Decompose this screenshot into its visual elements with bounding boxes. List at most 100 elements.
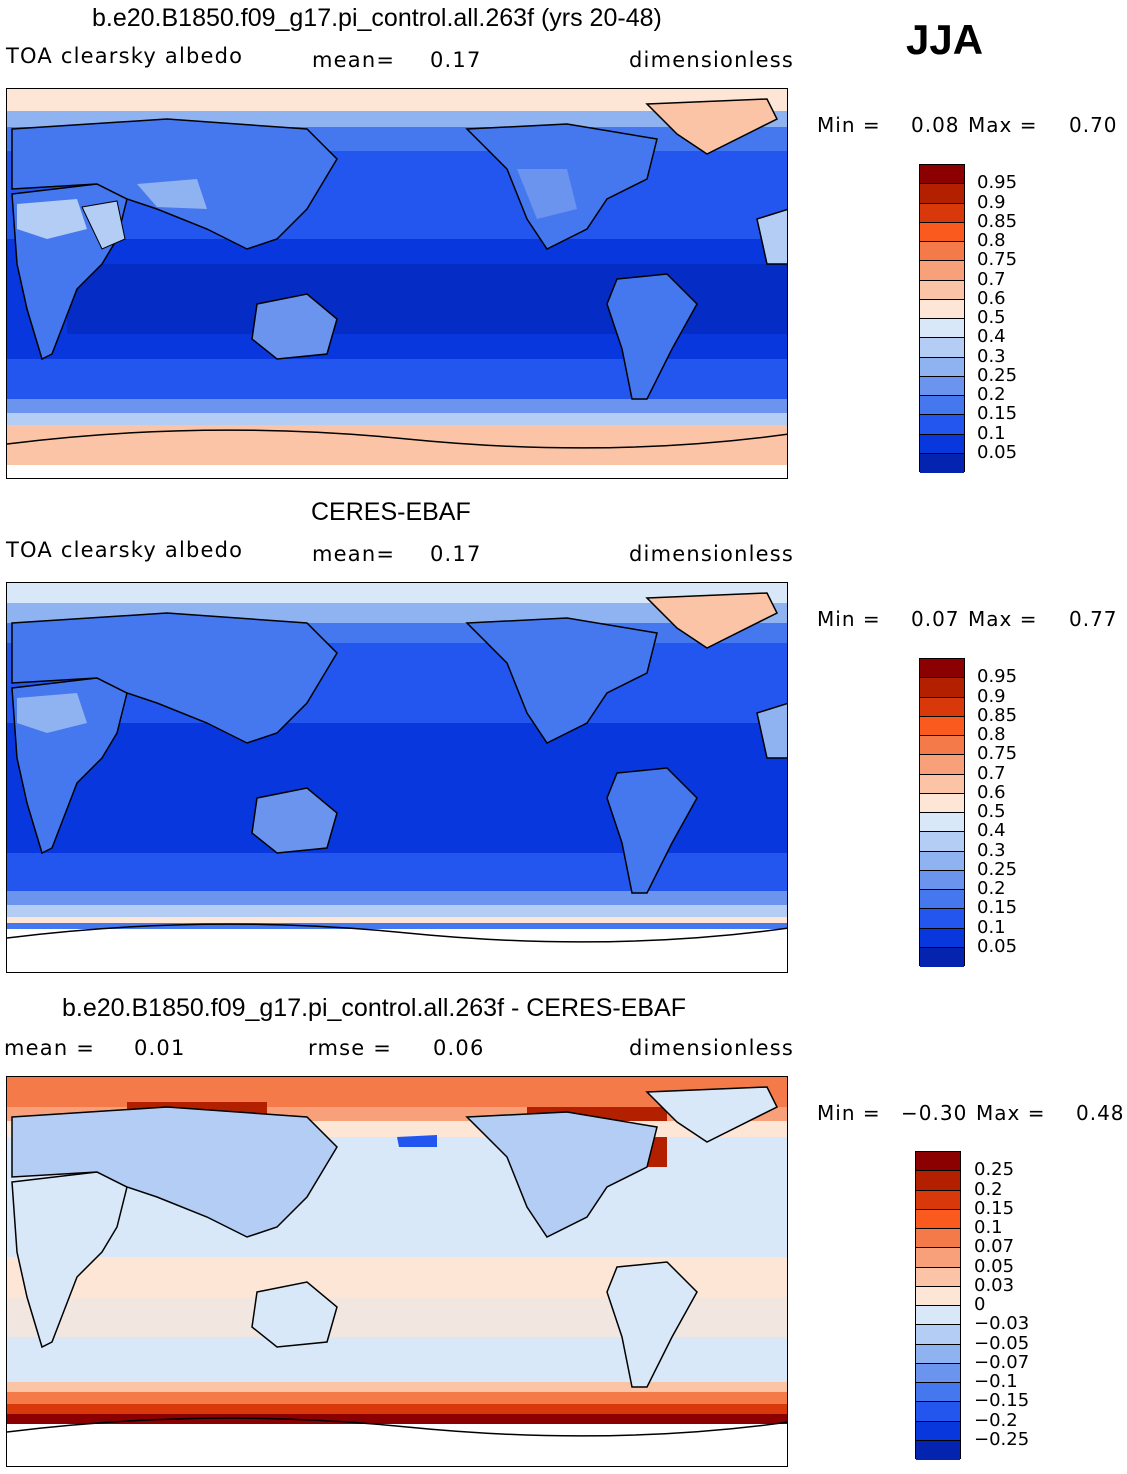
colorbar-swatch: [916, 1421, 960, 1441]
colorbar-tick-label: 0: [974, 1294, 986, 1315]
panel2-min-value: 0.07: [911, 607, 960, 631]
colorbar-tick-label: 0.15: [977, 897, 1018, 919]
colorbar-tick-label: −0.2: [974, 1409, 1018, 1431]
colorbar-tick-label: 0.15: [974, 1197, 1015, 1219]
panel3-units: dimensionless: [629, 1036, 795, 1060]
panel3-min-value: −0.30: [901, 1101, 968, 1125]
colorbar-tick-label: −0.05: [974, 1332, 1030, 1354]
colorbar-tick-label: 0.1: [974, 1217, 1003, 1238]
colorbar-swatch: [920, 376, 964, 396]
colorbar-swatch: [920, 851, 964, 871]
colorbar-tick-label: −0.07: [974, 1351, 1030, 1373]
colorbar-tick-label: 0.3: [977, 345, 1006, 367]
colorbar-swatch: [916, 1209, 960, 1229]
panel3-max-label: Max =: [976, 1101, 1046, 1125]
panel2-min-label: Min =: [817, 607, 881, 631]
colorbar-tick-label: 0.7: [977, 268, 1006, 290]
colorbar-tick-label: 0.9: [977, 191, 1006, 213]
panel2-units: dimensionless: [629, 542, 795, 566]
colorbar-swatch: [920, 396, 964, 416]
colorbar-swatch: [916, 1325, 960, 1345]
colorbar-tick-label: 0.03: [974, 1274, 1015, 1296]
colorbar-swatch: [916, 1267, 960, 1287]
panel2-max-value: 0.77: [1069, 607, 1118, 631]
panel1-max-label: Max =: [968, 113, 1038, 137]
colorbar-tick-label: 0.25: [974, 1159, 1015, 1181]
panel2-mean-value: 0.17: [430, 542, 482, 566]
colorbar-tick-label: 0.5: [977, 307, 1006, 328]
colorbar-swatch: [920, 832, 964, 852]
panel3-max-value: 0.48: [1076, 1101, 1125, 1125]
colorbar-tick-label: 0.85: [977, 704, 1018, 726]
panel1-units: dimensionless: [629, 48, 795, 72]
colorbar-swatch: [916, 1306, 960, 1326]
colorbar-swatch: [920, 890, 964, 910]
colorbar-tick-label: 0.6: [977, 287, 1006, 309]
colorbar-swatch: [916, 1152, 960, 1172]
colorbar-tick-label: 0.2: [977, 384, 1006, 405]
panel2-title: CERES-EBAF: [311, 498, 471, 526]
panel1-min-label: Min =: [817, 113, 881, 137]
colorbar-tick-label: 0.4: [977, 326, 1006, 348]
panel3-title: b.e20.B1850.f09_g17.pi_control.all.263f …: [62, 994, 686, 1022]
panel2-max-label: Max =: [968, 607, 1038, 631]
panel2-variable: TOA clearsky albedo: [6, 538, 244, 562]
colorbar-tick-label: 0.7: [977, 762, 1006, 784]
colorbar-swatch: [920, 793, 964, 813]
panel2-map: [6, 582, 788, 973]
panel1-mean-label: mean=: [312, 48, 396, 72]
colorbar-tick-label: 0.3: [977, 839, 1006, 861]
colorbar-swatch: [920, 659, 964, 679]
colorbar-swatch: [920, 319, 964, 339]
colorbar-swatch: [916, 1363, 960, 1383]
colorbar-swatch: [920, 415, 964, 435]
colorbar-tick-label: −0.03: [974, 1313, 1030, 1335]
colorbar-tick-label: 0.95: [977, 666, 1018, 688]
colorbar-swatch: [920, 280, 964, 300]
colorbar-swatch: [916, 1248, 960, 1268]
colorbar-swatch: [916, 1229, 960, 1249]
colorbar-swatch: [920, 222, 964, 242]
colorbar-tick-label: 0.05: [977, 441, 1018, 463]
colorbar-swatch: [920, 755, 964, 775]
colorbar-tick-label: 0.05: [977, 935, 1018, 957]
colorbar-tick-label: 0.95: [977, 172, 1018, 194]
panel1-mean-value: 0.17: [430, 48, 482, 72]
colorbar-swatch: [920, 338, 964, 358]
panel3-mean-label: mean =: [4, 1036, 96, 1060]
colorbar-swatch: [920, 434, 964, 454]
colorbar-swatch: [920, 736, 964, 756]
colorbar-tick-label: 0.9: [977, 685, 1006, 707]
colorbar-swatch: [920, 203, 964, 223]
colorbar-swatch: [920, 716, 964, 736]
panel1-variable: TOA clearsky albedo: [6, 44, 244, 68]
colorbar-swatch: [920, 453, 964, 473]
colorbar-swatch: [916, 1190, 960, 1210]
panel3-rmse-value: 0.06: [433, 1036, 485, 1060]
colorbar-swatch: [920, 774, 964, 794]
colorbar-tick-label: 0.1: [977, 916, 1006, 938]
colorbar-tick-label: 0.05: [974, 1255, 1015, 1277]
colorbar-tick-label: −0.1: [974, 1371, 1018, 1392]
colorbar-swatch: [920, 909, 964, 929]
colorbar-tick-label: 0.6: [977, 781, 1006, 803]
colorbar-swatch: [916, 1286, 960, 1306]
panel1-title: b.e20.B1850.f09_g17.pi_control.all.263f …: [92, 4, 662, 32]
panel2-mean-label: mean=: [312, 542, 396, 566]
colorbar-swatch: [920, 299, 964, 319]
colorbar-swatch: [916, 1344, 960, 1364]
colorbar-swatch: [916, 1440, 960, 1460]
colorbar-tick-label: 0.8: [977, 230, 1006, 251]
colorbar-swatch: [916, 1402, 960, 1422]
colorbar-swatch: [920, 242, 964, 262]
colorbar-swatch: [920, 870, 964, 890]
colorbar-tick-label: 0.85: [977, 210, 1018, 232]
colorbar-swatch: [920, 697, 964, 717]
colorbar-tick-label: 0.75: [977, 249, 1018, 271]
season-label: JJA: [906, 16, 984, 63]
colorbar-tick-label: 0.25: [977, 858, 1018, 880]
colorbar-swatch: [920, 261, 964, 281]
colorbar-tick-label: −0.25: [974, 1428, 1030, 1450]
colorbar-swatch: [920, 947, 964, 967]
colorbar-tick-label: 0.2: [974, 1178, 1003, 1200]
